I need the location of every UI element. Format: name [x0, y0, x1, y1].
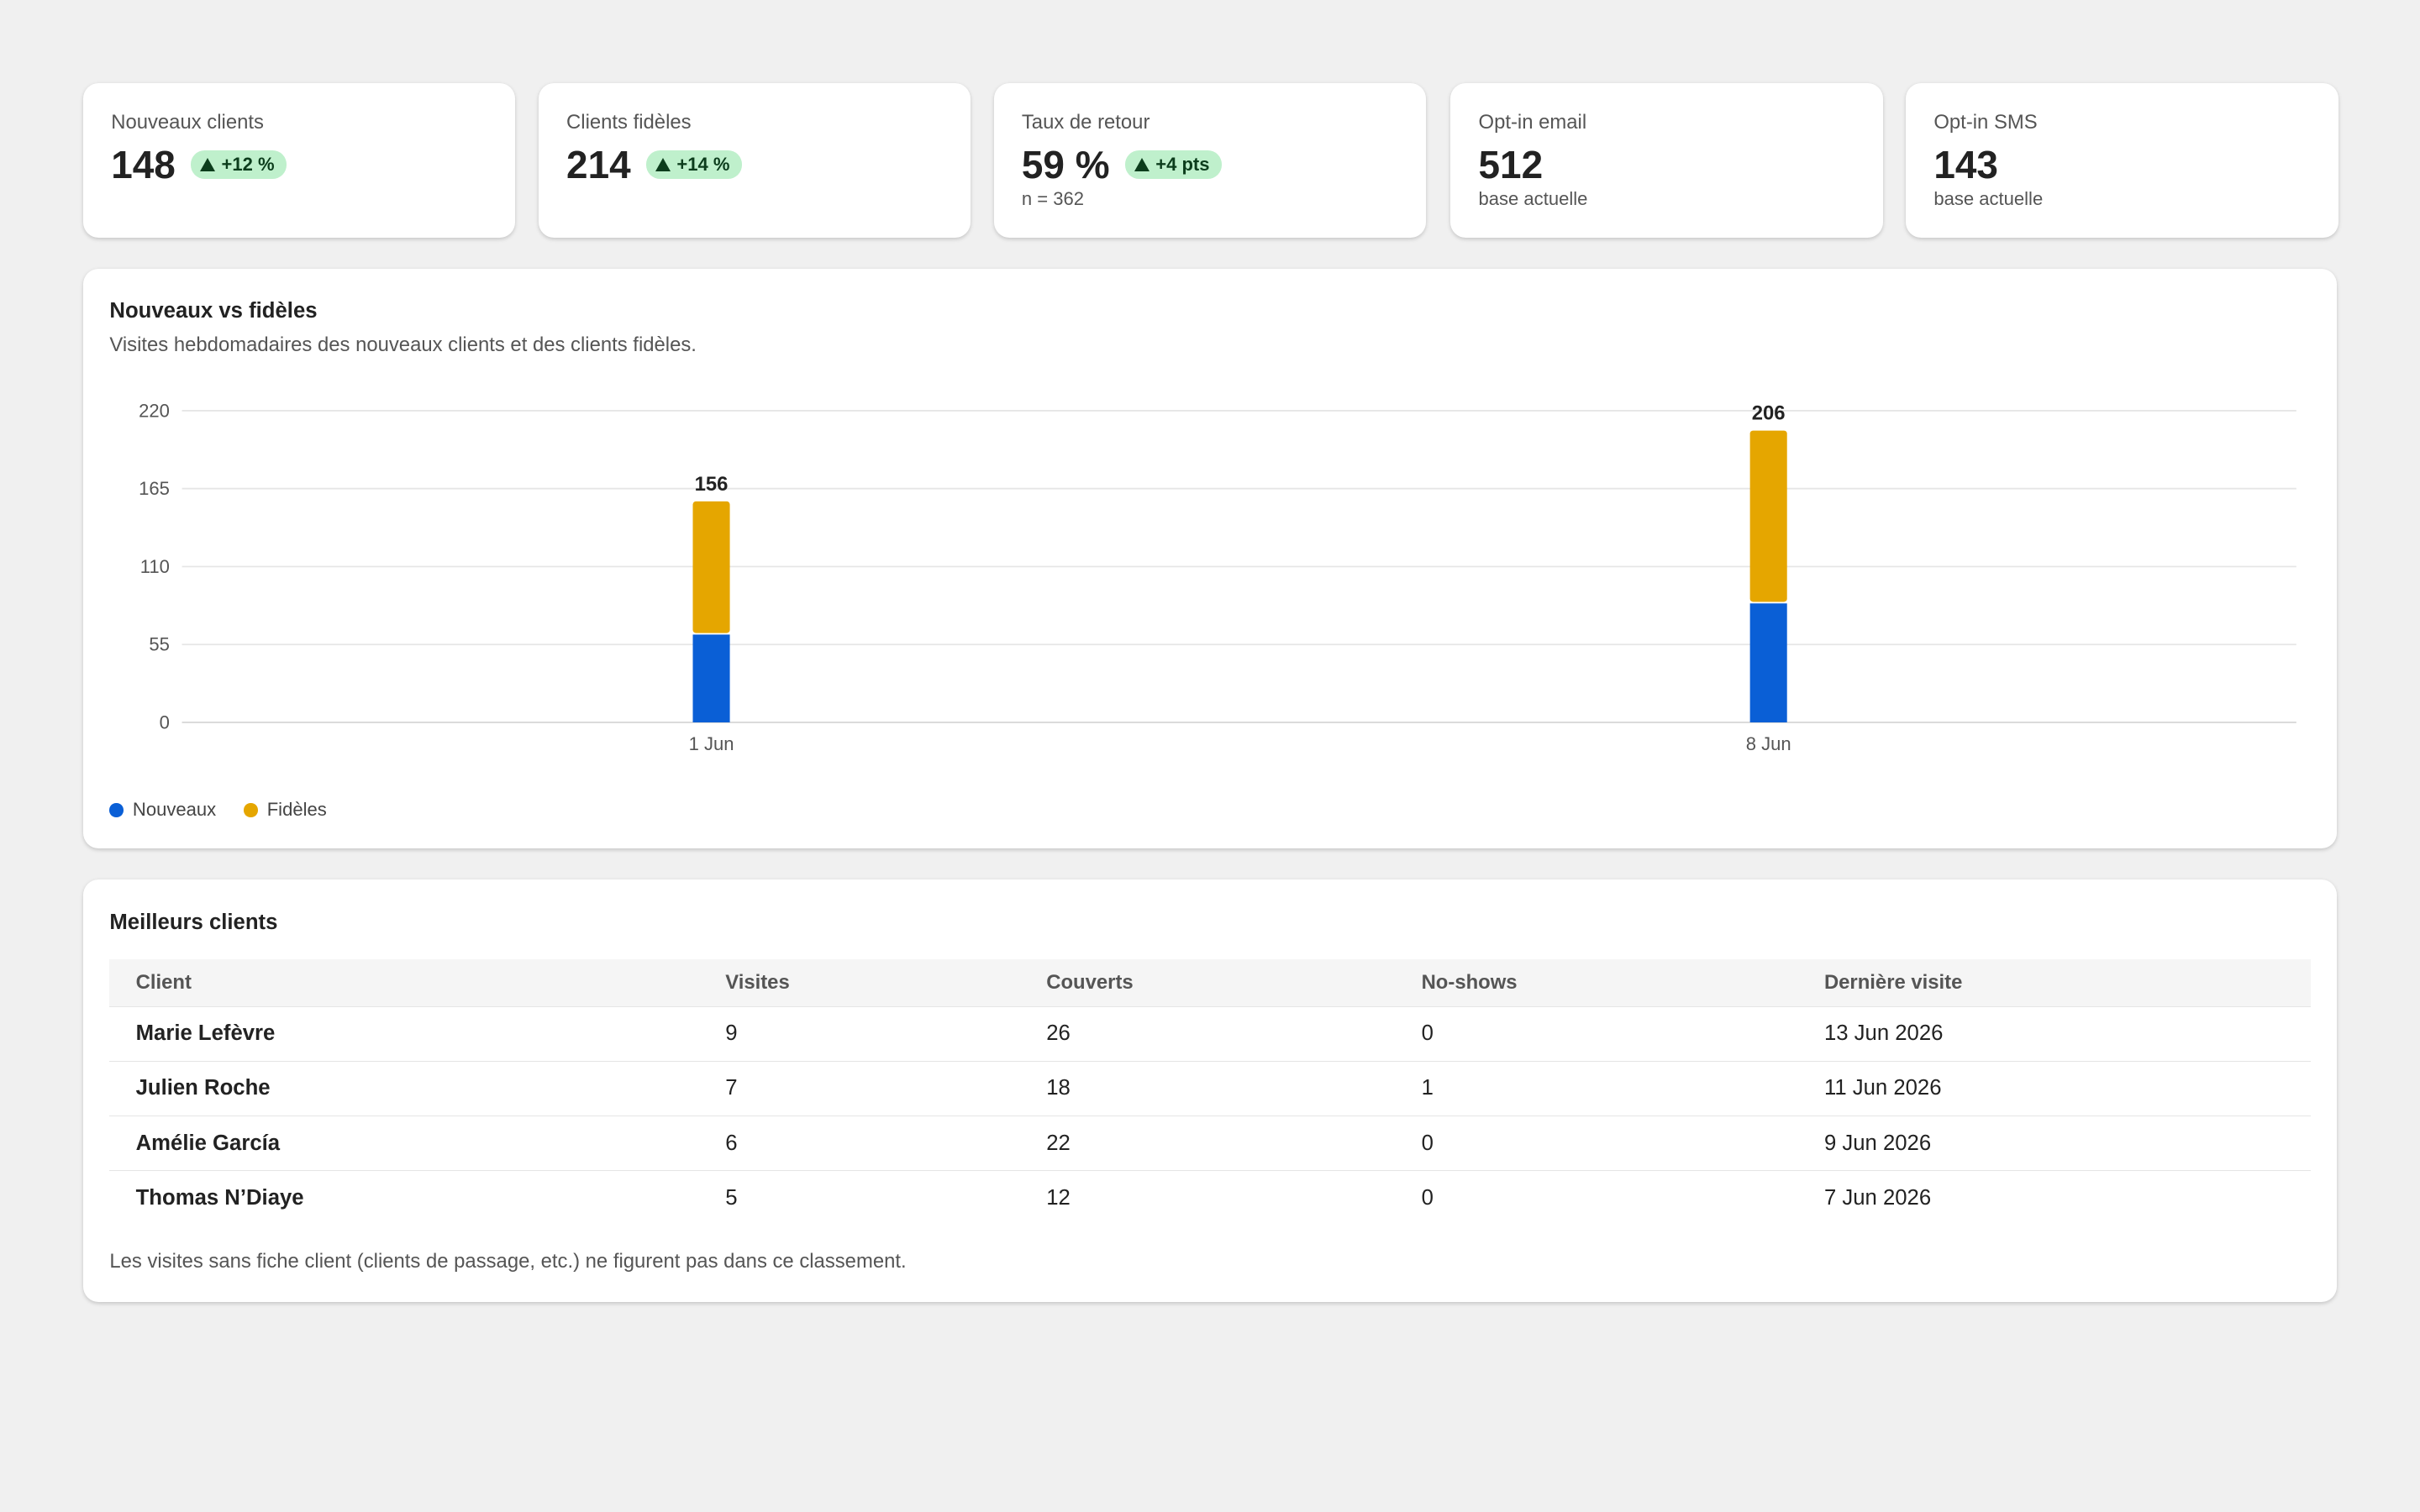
column-header-visites[interactable]: Visites: [699, 959, 1021, 1007]
table-header-row: Client Visites Couverts No-shows Dernièr…: [109, 959, 2311, 1007]
legend-label: Fidèles: [266, 799, 327, 821]
bar-total-label: 206: [1752, 402, 1786, 424]
legend-swatch: [109, 803, 124, 817]
bar-segment-nouveaux: [692, 634, 730, 722]
cell-couverts: 22: [1020, 1116, 1396, 1172]
kpi-label: Taux de retour: [1021, 111, 1150, 134]
cell-client: Julien Roche: [109, 1061, 699, 1117]
legend-item-nouveaux[interactable]: Nouveaux: [109, 799, 216, 821]
cell-no-shows: 0: [1395, 1006, 1798, 1062]
trend-badge: +4 pts: [1124, 150, 1223, 179]
table-title: Meilleurs clients: [109, 910, 278, 934]
column-header-couverts[interactable]: Couverts: [1020, 959, 1396, 1007]
kpi-sub: base actuelle: [1478, 188, 1588, 210]
trend-badge-text: +12 %: [221, 153, 275, 175]
x-tick-label: 1 Jun: [689, 733, 734, 754]
kpi-sub: base actuelle: [1933, 188, 2044, 210]
kpi-value: 148: [111, 142, 176, 186]
kpi-card-loyal-clients: Clients fidèles 214 +14 %: [539, 83, 971, 238]
kpi-card-optin-sms: Opt-in SMS 143 base actuelle: [1906, 83, 2338, 238]
table-row[interactable]: Thomas N’Diaye 5 12 0 7 Jun 2026: [109, 1171, 2310, 1226]
bar-segment-nouveaux: [1749, 602, 1787, 722]
y-tick-label: 220: [139, 400, 170, 421]
cell-client: Marie Lefèvre: [109, 1006, 699, 1062]
chart-card: Nouveaux vs fidèles Visites hebdomadaire…: [83, 268, 2337, 849]
cell-visites: 7: [699, 1061, 1021, 1117]
table-row[interactable]: Julien Roche 7 18 1 11 Jun 2026: [109, 1061, 2311, 1117]
cell-derniere-visite: 13 Jun 2026: [1797, 1006, 2311, 1062]
kpi-label: Opt-in email: [1478, 111, 1587, 134]
stacked-bar-chart: 0 55 110 165 220 156 1 Jun 206 8 Jun: [139, 400, 2296, 754]
top-clients-table: Client Visites Couverts No-shows Dernièr…: [109, 959, 2311, 1226]
cell-visites: 6: [699, 1116, 1021, 1172]
x-tick-label: 8 Jun: [1746, 733, 1791, 754]
column-header-client[interactable]: Client: [109, 959, 699, 1007]
cell-derniere-visite: 11 Jun 2026: [1797, 1061, 2311, 1117]
cell-couverts: 26: [1020, 1006, 1396, 1062]
cell-no-shows: 0: [1395, 1116, 1798, 1172]
kpi-value: 512: [1478, 142, 1544, 186]
bar-segment-fidèles: [692, 501, 730, 633]
legend-item-fideles[interactable]: Fidèles: [244, 799, 327, 821]
kpi-label: Opt-in SMS: [1933, 111, 2038, 134]
kpi-value: 143: [1933, 142, 1998, 186]
trend-badge-text: +14 %: [676, 153, 730, 175]
up-arrow-icon: [655, 158, 671, 171]
trend-badge: +14 %: [646, 150, 743, 179]
cell-couverts: 12: [1046, 1185, 1071, 1210]
legend-swatch: [244, 803, 258, 817]
table-row[interactable]: Amélie García 6 22 0 9 Jun 2026: [109, 1116, 2311, 1172]
trend-badge-text: +4 pts: [1155, 153, 1210, 175]
kpi-value: 214: [566, 142, 631, 186]
cell-no-shows: 1: [1395, 1061, 1798, 1117]
kpi-label: Clients fidèles: [566, 111, 692, 134]
column-header-derniere-visite[interactable]: Dernière visite: [1797, 959, 2311, 1007]
table-row[interactable]: Marie Lefèvre 9 26 0 13 Jun 2026: [109, 1006, 2311, 1062]
cell-visites: 9: [699, 1006, 1021, 1062]
up-arrow-icon: [1134, 158, 1150, 171]
kpi-card-optin-email: Opt-in email 512 base actuelle: [1450, 83, 1883, 238]
y-tick-label: 110: [140, 555, 170, 576]
y-tick-label: 165: [139, 478, 170, 499]
kpi-card-new-clients: Nouveaux clients 148 +12 %: [83, 83, 516, 238]
chart-legend: Nouveaux Fidèles: [109, 799, 354, 821]
trend-badge: +12 %: [191, 150, 287, 179]
cell-derniere-visite: 9 Jun 2026: [1797, 1116, 2311, 1172]
chart-subtitle: Visites hebdomadaires des nouveaux clien…: [109, 333, 697, 356]
legend-label: Nouveaux: [132, 799, 217, 821]
cell-client: Amélie García: [109, 1116, 699, 1172]
top-clients-card: Meilleurs clients Client Visites Couvert…: [83, 879, 2337, 1303]
table-footnote: Les visites sans fiche client (clients d…: [109, 1249, 907, 1273]
bar-segment-fidèles: [1749, 430, 1787, 602]
kpi-label: Nouveaux clients: [111, 111, 264, 134]
cell-visites: 5: [725, 1185, 738, 1210]
cell-client: Thomas N’Diaye: [135, 1185, 304, 1210]
kpi-value: 59 %: [1021, 142, 1110, 186]
cell-no-shows: 0: [1421, 1185, 1434, 1210]
cell-derniere-visite: 7 Jun 2026: [1823, 1185, 1932, 1210]
kpi-card-return-rate: Taux de retour 59 % +4 pts n = 362: [993, 83, 1427, 238]
y-tick-label: 0: [160, 711, 170, 732]
up-arrow-icon: [200, 158, 216, 171]
column-header-no-shows[interactable]: No-shows: [1395, 959, 1798, 1007]
y-tick-label: 55: [150, 633, 171, 654]
cell-couverts: 18: [1020, 1061, 1396, 1117]
kpi-sub: n = 362: [1021, 188, 1084, 210]
chart-title: Nouveaux vs fidèles: [109, 299, 318, 323]
bar-total-label: 156: [695, 473, 729, 496]
